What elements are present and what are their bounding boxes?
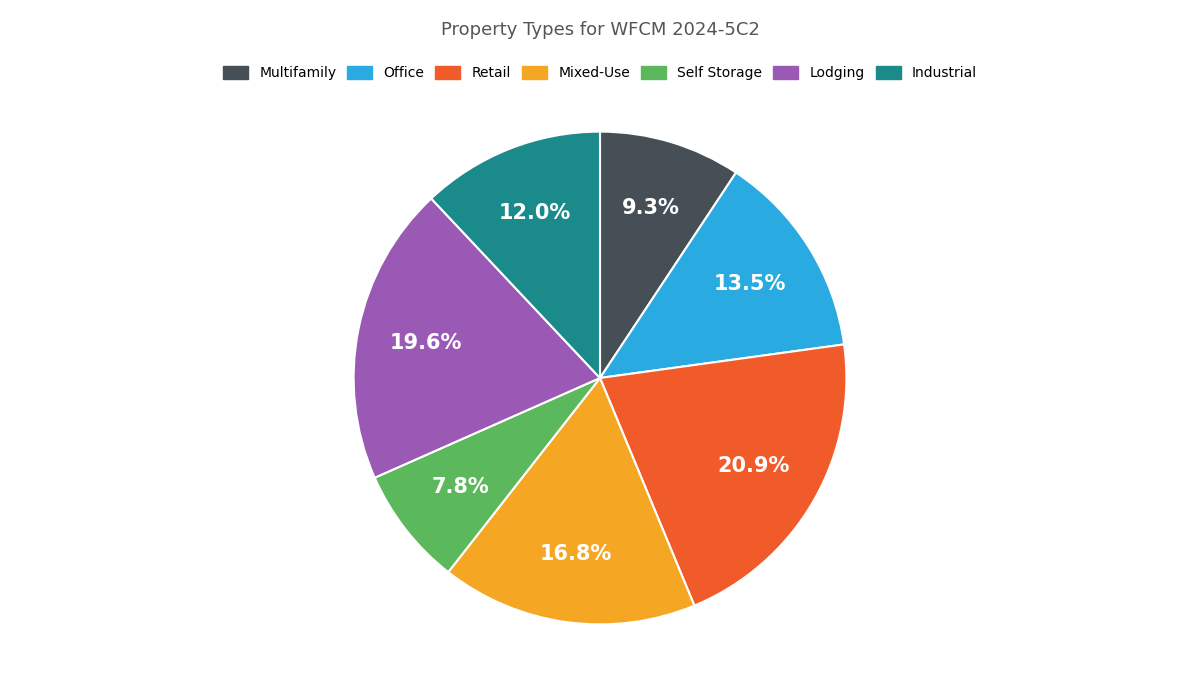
Wedge shape — [354, 199, 600, 477]
Text: Property Types for WFCM 2024-5C2: Property Types for WFCM 2024-5C2 — [440, 21, 760, 39]
Wedge shape — [374, 378, 600, 572]
Text: 9.3%: 9.3% — [623, 198, 680, 218]
Wedge shape — [449, 378, 695, 624]
Text: 20.9%: 20.9% — [718, 456, 790, 476]
Text: 13.5%: 13.5% — [714, 274, 786, 293]
Wedge shape — [600, 173, 844, 378]
Legend: Multifamily, Office, Retail, Mixed-Use, Self Storage, Lodging, Industrial: Multifamily, Office, Retail, Mixed-Use, … — [223, 66, 977, 80]
Text: 7.8%: 7.8% — [431, 477, 488, 497]
Wedge shape — [431, 132, 600, 378]
Wedge shape — [600, 344, 846, 606]
Text: 12.0%: 12.0% — [498, 203, 571, 223]
Text: 16.8%: 16.8% — [540, 544, 612, 564]
Text: 19.6%: 19.6% — [390, 332, 462, 353]
Wedge shape — [600, 132, 736, 378]
